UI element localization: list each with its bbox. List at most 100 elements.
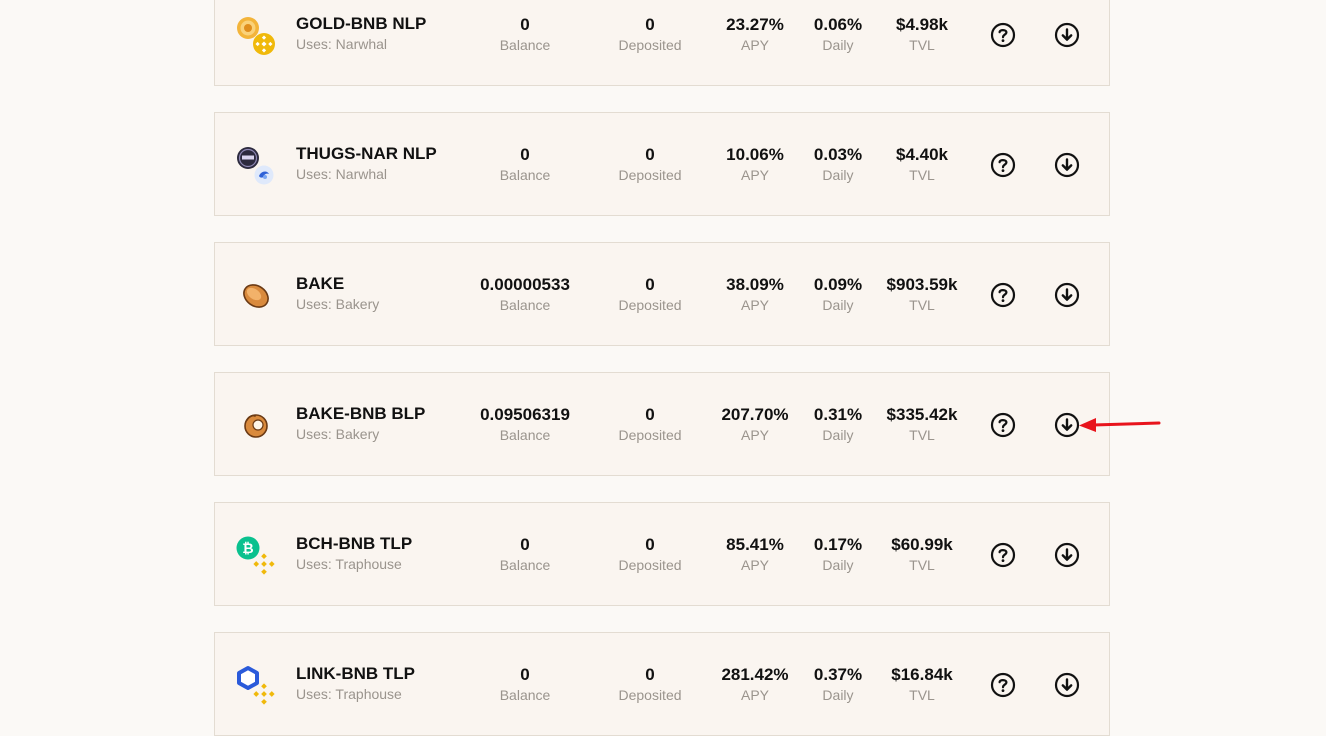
pool-uses: Uses: Traphouse (296, 556, 402, 572)
pool-uses: Uses: Traphouse (296, 686, 402, 702)
apy-label: APY (740, 37, 770, 53)
gold-bnb-icon (235, 15, 277, 57)
tvl-stat: $4.40k TVL (896, 145, 948, 185)
deposit-button[interactable] (1054, 412, 1080, 438)
pool-title-block: BCH-BNB TLP Uses: Traphouse (296, 533, 476, 573)
deposit-button[interactable] (1054, 282, 1080, 308)
daily-label: Daily (822, 557, 854, 573)
pool-card-bake: BAKE Uses: Bakery 0.00000533 Balance 0 D… (214, 242, 1110, 346)
daily-label: Daily (822, 427, 854, 443)
balance-value: 0 (520, 15, 530, 34)
deposited-value: 0 (645, 275, 655, 294)
apy-stat: 38.09% APY (726, 275, 784, 315)
deposited-stat: 0 Deposited (618, 15, 681, 55)
apy-value: 207.70% (721, 405, 789, 424)
arrow-down-circle-icon (1054, 412, 1080, 438)
balance-stat: 0.09506319 Balance (480, 405, 570, 445)
help-button[interactable] (990, 542, 1016, 568)
tvl-label: TVL (909, 427, 935, 443)
svg-text:₿: ₿ (242, 540, 253, 556)
pool-title-block: BAKE Uses: Bakery (296, 273, 476, 313)
help-button[interactable] (990, 282, 1016, 308)
deposited-stat: 0 Deposited (618, 275, 681, 315)
balance-value: 0.00000533 (480, 275, 570, 294)
arrow-down-circle-icon (1054, 542, 1080, 568)
apy-label: APY (740, 297, 770, 313)
pool-uses: Uses: Narwhal (296, 36, 388, 52)
apy-label: APY (740, 427, 769, 443)
apy-stat: 85.41% APY (726, 535, 784, 575)
deposited-value: 0 (645, 15, 655, 34)
tvl-stat: $60.99k TVL (891, 535, 952, 575)
balance-value: 0 (520, 145, 530, 164)
apy-value: 23.27% (726, 15, 784, 34)
pool-card-gold-bnb-nlp: GOLD-BNB NLP Uses: Narwhal 0 Balance 0 D… (214, 0, 1110, 86)
pool-name: LINK-BNB TLP (296, 664, 415, 683)
arrow-down-circle-icon (1054, 672, 1080, 698)
deposited-label: Deposited (618, 37, 682, 53)
deposited-stat: 0 Deposited (618, 145, 681, 185)
pool-uses: Uses: Bakery (296, 426, 380, 442)
balance-value: 0.09506319 (480, 405, 570, 424)
tvl-stat: $335.42k TVL (887, 405, 958, 445)
deposited-label: Deposited (618, 427, 682, 443)
pool-uses: Uses: Narwhal (296, 166, 388, 182)
balance-value: 0 (520, 665, 530, 684)
deposit-button[interactable] (1054, 672, 1080, 698)
tvl-label: TVL (909, 687, 935, 703)
help-button[interactable] (990, 152, 1016, 178)
daily-value: 0.09% (813, 275, 863, 294)
daily-stat: 0.31% Daily (814, 405, 862, 445)
help-button[interactable] (990, 672, 1016, 698)
tvl-label: TVL (909, 167, 935, 183)
pool-card-link-bnb-tlp: LINK-BNB TLP Uses: Traphouse 0 Balance 0… (214, 632, 1110, 736)
deposit-button[interactable] (1054, 152, 1080, 178)
thugs-nar-icon (235, 145, 277, 187)
daily-stat: 0.09% Daily (814, 275, 862, 315)
question-circle-icon (990, 672, 1016, 698)
pool-card-thugs-nar-nlp: THUGS-NAR NLP Uses: Narwhal 0 Balance 0 … (214, 112, 1110, 216)
balance-label: Balance (499, 557, 551, 573)
annotation-arrow-icon (1079, 418, 1161, 432)
pool-card-bch-bnb-tlp: ₿ BCH-BNB TLP Uses: Traphouse 0 Balance … (214, 502, 1110, 606)
tvl-value: $16.84k (891, 665, 953, 684)
tvl-value: $4.98k (896, 15, 948, 34)
balance-label: Balance (499, 37, 551, 53)
deposited-value: 0 (645, 405, 655, 424)
deposit-button[interactable] (1054, 542, 1080, 568)
bch-bnb-icon: ₿ (235, 535, 277, 577)
deposited-stat: 0 Deposited (618, 665, 681, 705)
deposited-value: 0 (645, 145, 655, 164)
deposit-button[interactable] (1054, 22, 1080, 48)
pool-name: GOLD-BNB NLP (296, 14, 427, 33)
apy-value: 281.42% (721, 665, 789, 684)
daily-stat: 0.03% Daily (814, 145, 862, 185)
apy-label: APY (740, 557, 770, 573)
balance-stat: 0 Balance (500, 15, 551, 55)
apy-value: 10.06% (726, 145, 784, 164)
daily-stat: 0.37% Daily (814, 665, 862, 705)
tvl-value: $903.59k (886, 275, 958, 294)
deposited-value: 0 (645, 535, 655, 554)
tvl-value: $60.99k (891, 535, 953, 554)
deposited-label: Deposited (618, 687, 682, 703)
question-circle-icon (990, 542, 1016, 568)
balance-stat: 0 Balance (500, 145, 551, 185)
daily-value: 0.37% (813, 665, 863, 684)
arrow-down-circle-icon (1054, 152, 1080, 178)
daily-stat: 0.06% Daily (814, 15, 862, 55)
pool-uses: Uses: Bakery (296, 296, 380, 312)
daily-label: Daily (822, 297, 854, 313)
deposited-value: 0 (645, 665, 655, 684)
tvl-label: TVL (909, 37, 935, 53)
pool-name: THUGS-NAR NLP (296, 144, 437, 163)
help-button[interactable] (990, 412, 1016, 438)
apy-label: APY (740, 687, 769, 703)
tvl-stat: $16.84k TVL (891, 665, 952, 705)
balance-value: 0 (520, 535, 530, 554)
daily-stat: 0.17% Daily (814, 535, 862, 575)
deposited-stat: 0 Deposited (618, 405, 681, 445)
apy-stat: 281.42% APY (721, 665, 788, 705)
help-button[interactable] (990, 22, 1016, 48)
tvl-value: $335.42k (886, 405, 958, 424)
